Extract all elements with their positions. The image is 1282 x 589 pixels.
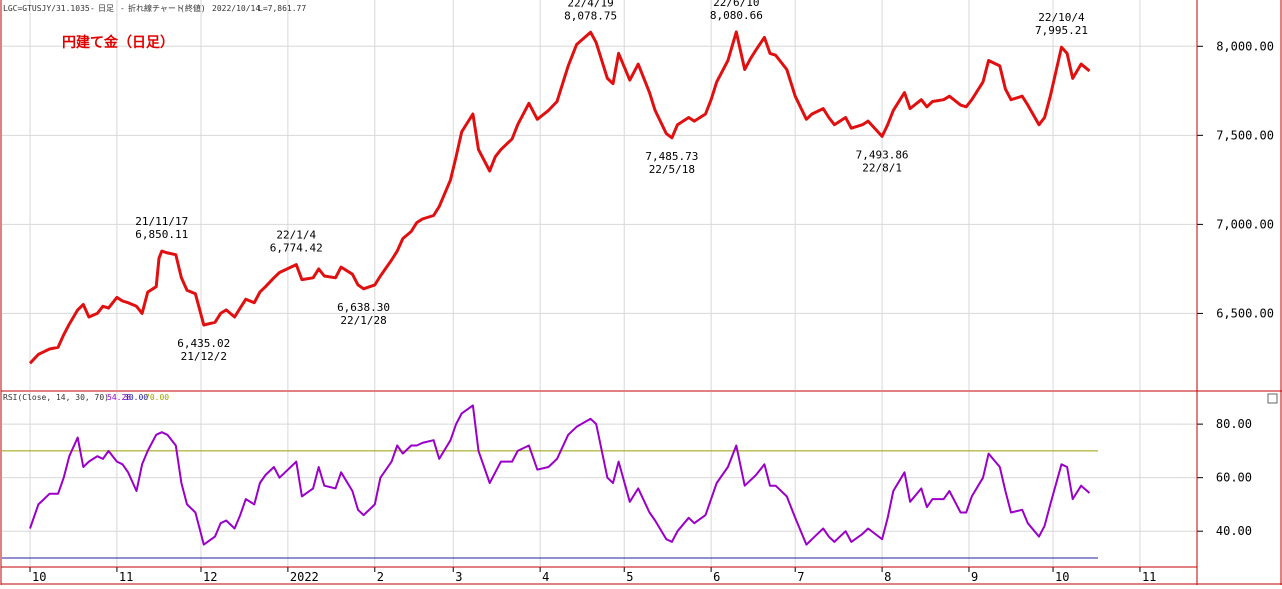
annotation-date-label: 22/4/19 — [567, 0, 613, 9]
annotation-value-label: 6,850.11 — [135, 228, 188, 241]
date-x-axis: 10 11 12 2022 2 3 4 5 6 7 8 9 10 11 — [29, 567, 1156, 584]
price-ytick-label: 7,000.00 — [1216, 217, 1274, 231]
chart-title: 円建て金（日足） — [62, 34, 174, 51]
xtick-label: 10 — [32, 570, 46, 584]
rsi-header-lower: 30.00 — [124, 393, 148, 402]
annotation-value-label: 6,774.42 — [270, 242, 323, 255]
xtick-label: 6 — [713, 570, 720, 584]
rsi-header-value: 54.28 — [107, 393, 131, 402]
header-timeframe: 日足 — [98, 4, 114, 13]
annotation-date-label: 22/5/18 — [649, 163, 695, 176]
rsi-ytick-label: 80.00 — [1216, 417, 1252, 431]
xtick-label: 11 — [1142, 570, 1156, 584]
rsi-ytick-label: 40.00 — [1216, 524, 1252, 538]
header-sep-1: - — [90, 4, 95, 13]
xtick-label: 12 — [203, 570, 217, 584]
price-ytick-label: 7,500.00 — [1216, 128, 1274, 142]
annotation-value-label: 7,995.21 — [1035, 24, 1088, 37]
rsi-gridlines — [2, 392, 1196, 566]
annotation-date-label: 22/10/4 — [1038, 11, 1085, 24]
xtick-label: 9 — [971, 570, 978, 584]
annotation-date-label: 22/8/1 — [862, 161, 902, 174]
rsi-series-line — [29, 404, 1091, 546]
header-date: 2022/10/14 — [212, 4, 260, 13]
xtick-label: 3 — [455, 570, 462, 584]
rsi-header-label: RSI(Close, 14, 30, 70) — [3, 393, 109, 402]
annotation-date-label: 22/6/10 — [713, 0, 759, 9]
annotation-date-label: 21/11/17 — [135, 215, 188, 228]
price-series-line — [28, 30, 1091, 365]
xtick-label: 2 — [377, 570, 384, 584]
xtick-label: 8 — [884, 570, 891, 584]
price-ytick-label: 6,500.00 — [1216, 306, 1274, 320]
annotation-date-label: 21/12/2 — [181, 350, 227, 363]
annotation-date-label: 22/1/4 — [276, 229, 316, 242]
annotation-value-label: 6,435.02 — [177, 337, 230, 350]
header-symbol: LGC=GTUSJY/31.1035 — [3, 4, 90, 13]
xtick-label: 2022 — [290, 570, 319, 584]
annotation-date-label: 22/1/28 — [340, 314, 386, 327]
rsi-ytick-label: 60.00 — [1216, 471, 1252, 485]
xtick-label: 5 — [626, 570, 633, 584]
rsi-header-upper: 70.00 — [145, 393, 169, 402]
xtick-label: 11 — [119, 570, 133, 584]
header-chart-kind: 折れ線チャート — [128, 3, 184, 13]
rsi-y-axis: 40.00 60.00 80.00 — [1197, 417, 1252, 538]
header-last-price: L=7,861.77 — [258, 4, 306, 13]
annotation-value-label: 8,080.66 — [710, 9, 763, 22]
annotation-value-label: 7,485.73 — [645, 150, 698, 163]
price-y-axis: 6,500.00 7,000.00 7,500.00 8,000.00 — [1197, 39, 1274, 320]
price-ytick-label: 8,000.00 — [1216, 39, 1274, 53]
header-price-basis: (終値) — [180, 3, 206, 13]
xtick-label: 4 — [542, 570, 549, 584]
pane-toggle-icon[interactable] — [1267, 393, 1278, 404]
annotation-value-label: 8,078.75 — [564, 9, 617, 22]
header-sep-2: - — [120, 4, 125, 13]
annotation-value-label: 7,493.86 — [856, 148, 909, 161]
xtick-label: 10 — [1055, 570, 1069, 584]
annotation-value-label: 6,638.30 — [337, 301, 390, 314]
xtick-label: 7 — [797, 570, 804, 584]
